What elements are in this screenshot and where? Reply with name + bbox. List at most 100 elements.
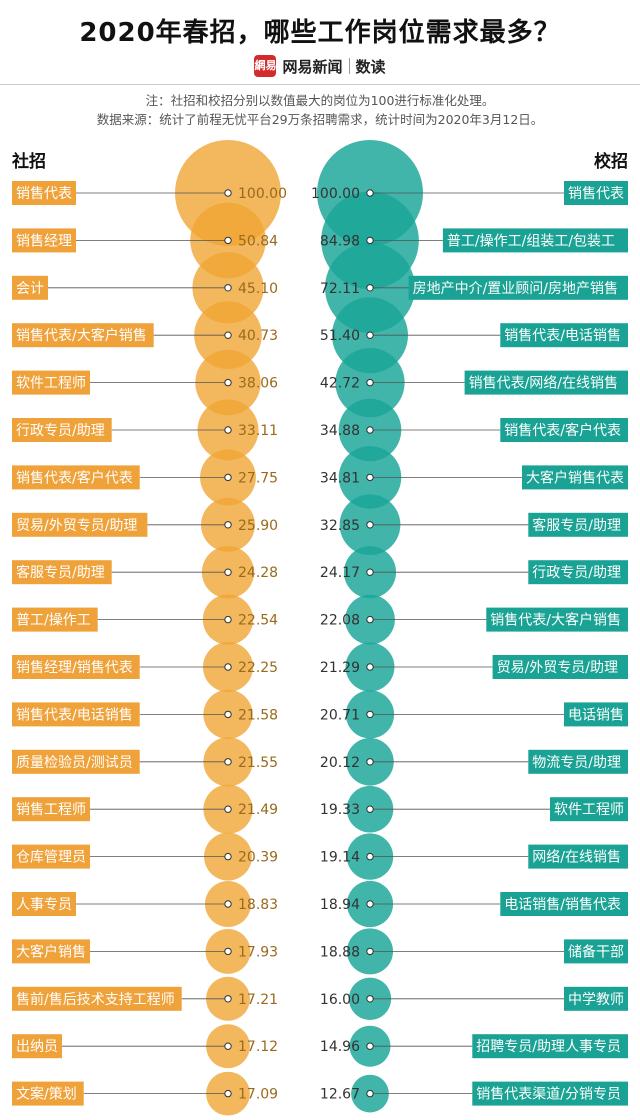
right-value-label: 20.12 <box>320 755 360 771</box>
left-value-label: 25.90 <box>238 518 278 534</box>
right-label-box <box>528 560 628 585</box>
left-category-label: 人事专员 <box>16 897 72 913</box>
left-value-label: 20.39 <box>238 850 278 866</box>
right-label-box <box>442 228 628 253</box>
right-label-box <box>500 892 628 916</box>
left-label-box <box>12 323 154 348</box>
left-marker-dot <box>224 805 232 813</box>
right-label-box <box>408 275 628 300</box>
left-marker-dot <box>224 710 232 719</box>
left-marker-dot <box>224 284 232 292</box>
right-category-label: 销售代表渠道/分销专员 <box>476 1087 621 1103</box>
right-marker-dot <box>366 615 374 624</box>
left-category-label: 贸易/外贸专员/助理 <box>16 518 137 534</box>
right-value-label: 100.00 <box>311 186 360 202</box>
left-label-box <box>12 512 148 537</box>
left-value-label: 24.28 <box>238 565 278 581</box>
right-label-box <box>564 986 628 1011</box>
left-category-label: 客服专员/助理 <box>16 564 105 581</box>
right-label-box <box>564 181 628 205</box>
right-value-label: 51.40 <box>320 328 360 344</box>
left-label-box <box>12 986 182 1011</box>
left-category-label: 销售经理/销售代表 <box>16 660 133 676</box>
right-category-label: 软件工程师 <box>554 802 624 818</box>
left-category-label: 销售代表/客户代表 <box>16 469 133 486</box>
left-marker-dot <box>224 663 232 671</box>
right-category-label: 网络/在线销售 <box>532 850 621 866</box>
right-marker-dot <box>366 189 374 197</box>
right-marker-dot <box>366 663 374 671</box>
left-category-label: 销售代表 <box>16 186 72 202</box>
left-marker-dot <box>224 189 232 197</box>
left-value-label: 22.54 <box>238 613 278 629</box>
right-label-box <box>522 465 628 490</box>
left-category-label: 售前/售后技术支持工程师 <box>16 991 175 1008</box>
left-category-label: 销售代表/电话销售 <box>16 707 133 723</box>
right-category-label: 物流专员/助理 <box>532 755 621 771</box>
right-value-label: 34.81 <box>320 470 360 486</box>
right-category-label: 电话销售 <box>568 707 624 723</box>
left-category-label: 大客户销售 <box>16 943 86 960</box>
note-line: 注：社招和校招分别以数值最大的岗位为100进行标准化处理。 <box>145 93 495 108</box>
right-label-box <box>464 370 628 395</box>
left-label-box <box>12 1081 84 1106</box>
right-label-box <box>550 797 628 822</box>
right-marker-dot <box>366 852 374 861</box>
left-label-box <box>12 181 76 205</box>
right-value-label: 19.33 <box>320 802 360 818</box>
right-marker-dot <box>366 236 374 245</box>
right-value-label: 34.88 <box>320 423 360 439</box>
header-divider <box>0 84 640 85</box>
chart-foreground: 销售代表 100.00 销售代表 100.00 销售经理 50.84 普工/操作工/组装工/… <box>12 181 628 1106</box>
right-marker-dot <box>366 378 374 387</box>
left-marker-dot <box>224 852 232 861</box>
left-label-box <box>12 465 140 490</box>
right-category-label: 大客户销售代表 <box>526 469 624 486</box>
left-marker-dot <box>224 1042 232 1050</box>
right-marker-dot <box>366 1042 374 1050</box>
right-value-label: 42.72 <box>320 376 360 392</box>
left-value-label: 21.55 <box>238 755 278 771</box>
right-category-label: 客服专员/助理 <box>532 517 621 534</box>
right-value-label: 14.96 <box>320 1039 360 1055</box>
right-value-label: 32.85 <box>320 518 360 534</box>
left-label-box <box>12 655 140 679</box>
right-marker-dot <box>366 521 374 529</box>
left-value-label: 27.75 <box>238 470 278 486</box>
right-label-box <box>564 702 628 727</box>
right-category-label: 销售代表/大客户销售 <box>490 612 621 629</box>
right-value-label: 18.94 <box>320 897 360 913</box>
source-brand: 网易新闻 <box>282 57 343 76</box>
left-label-box <box>12 844 90 869</box>
right-label-box <box>528 512 628 537</box>
left-label-box <box>12 418 112 442</box>
left-marker-dot <box>224 473 232 482</box>
right-marker-dot <box>366 710 374 719</box>
right-label-box <box>492 655 628 679</box>
left-value-label: 17.12 <box>238 1039 278 1055</box>
left-marker-dot <box>224 331 232 339</box>
data-source-line: 数据来源：统计了前程无忧平台29万条招聘需求，统计时间为2020年3月12日。 <box>96 112 544 127</box>
right-marker-dot <box>366 1089 374 1098</box>
left-label-box <box>12 939 90 964</box>
source-row: 網易 网易新闻 数读 <box>0 54 640 78</box>
left-section-title: 社招 <box>12 152 46 172</box>
left-value-label: 33.11 <box>238 423 278 439</box>
right-label-box <box>472 1034 628 1059</box>
left-value-label: 17.93 <box>238 944 278 960</box>
left-label-box <box>12 607 98 632</box>
left-value-label: 38.06 <box>238 376 278 392</box>
right-value-label: 18.88 <box>320 944 360 960</box>
left-marker-dot <box>224 615 232 624</box>
left-label-box <box>12 275 48 300</box>
left-value-label: 45.10 <box>238 281 278 297</box>
right-section-title: 校招 <box>594 152 628 172</box>
left-label-box <box>12 892 76 916</box>
right-label-box <box>500 418 628 442</box>
left-category-label: 销售代表/大客户销售 <box>16 327 147 344</box>
left-label-box <box>12 1034 62 1059</box>
right-category-label: 招聘专员/助理人事专员 <box>476 1039 621 1055</box>
right-marker-dot <box>366 900 374 908</box>
right-value-label: 24.17 <box>320 565 360 581</box>
